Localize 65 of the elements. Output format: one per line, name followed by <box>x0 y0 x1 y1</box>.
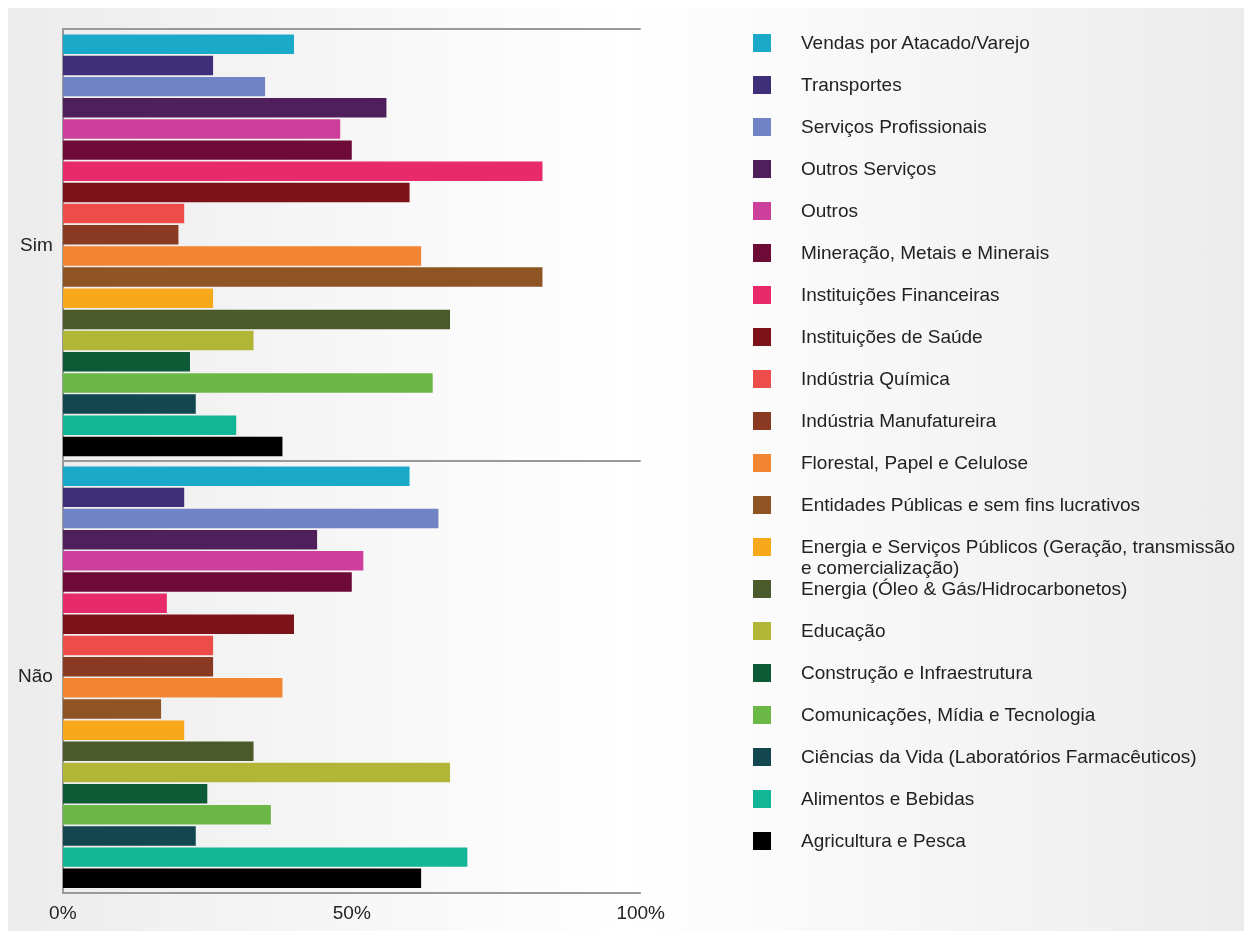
legend-label: Serviços Profissionais <box>801 116 987 137</box>
bar <box>62 699 162 719</box>
bar <box>62 656 214 677</box>
bar <box>62 76 266 97</box>
bar <box>62 678 283 698</box>
legend-label: Florestal, Papel e Celulose <box>801 452 1029 473</box>
bar <box>62 309 451 330</box>
legend-label: Energia (Óleo & Gás/Hidrocarbonetos) <box>801 578 1128 599</box>
bar <box>62 593 167 613</box>
bar <box>62 572 352 592</box>
legend-label: Ciências da Vida (Laboratórios Farmacêuticos) <box>801 746 1197 767</box>
legend-label: Indústria Manufatureira <box>801 410 997 431</box>
legend-label: Mineração, Metais e Minerais <box>801 242 1050 263</box>
legend-label: Educação <box>801 620 886 641</box>
bar <box>62 161 543 182</box>
legend-label: Comunicações, Mídia e Tecnologia <box>801 704 1096 725</box>
y-tick-label: Não <box>18 665 53 687</box>
bar <box>62 529 318 550</box>
bar <box>62 330 254 351</box>
legend-label: Construção e Infraestrutura <box>801 662 1033 683</box>
legend-label: Alimentos e Bebidas <box>801 788 975 809</box>
legend-label: Transportes <box>801 74 902 95</box>
legend-label: Entidades Públicas e sem fins lucrativos <box>801 494 1140 515</box>
bar <box>62 826 196 846</box>
bar <box>62 762 451 783</box>
bar <box>62 868 422 889</box>
bar <box>62 487 185 508</box>
bar <box>62 720 185 740</box>
bar <box>62 246 422 266</box>
bar <box>62 415 237 435</box>
bar <box>62 635 214 656</box>
y-tick-label: Sim <box>20 233 53 255</box>
legend-label: Indústria Química <box>801 368 950 389</box>
legend-label: Instituições de Saúde <box>801 326 983 347</box>
legend-label: Outros <box>801 200 859 221</box>
x-tick-label: 0% <box>49 901 77 923</box>
bar <box>62 288 214 308</box>
bar <box>62 805 271 825</box>
bar <box>62 34 294 55</box>
x-tick-label: 100% <box>616 901 666 923</box>
bar <box>62 847 468 867</box>
legend-label: Agricultura e Pesca <box>801 830 966 851</box>
legend-label: Energia e Serviços Públicos (Geração, transmissão e comercialização) <box>801 536 1237 578</box>
bar <box>62 98 387 118</box>
bar <box>62 783 208 804</box>
bar <box>62 225 179 245</box>
bar <box>62 551 364 571</box>
bar <box>62 373 433 393</box>
x-tick-label: 50% <box>332 901 371 923</box>
bar <box>62 55 214 76</box>
bar <box>62 466 410 486</box>
legend-label: Vendas por Atacado/Varejo <box>801 32 1030 53</box>
bar <box>62 741 254 762</box>
bar <box>62 352 190 372</box>
bar <box>62 267 543 287</box>
bar <box>62 182 410 203</box>
bar <box>62 394 196 414</box>
legend-label: Outros Serviços <box>801 158 937 179</box>
bar <box>62 119 341 139</box>
bar <box>62 614 294 635</box>
bar <box>62 140 352 160</box>
bar <box>62 203 185 224</box>
legend-label: Instituições Financeiras <box>801 284 1000 305</box>
bar <box>62 436 283 457</box>
bar <box>62 508 439 529</box>
